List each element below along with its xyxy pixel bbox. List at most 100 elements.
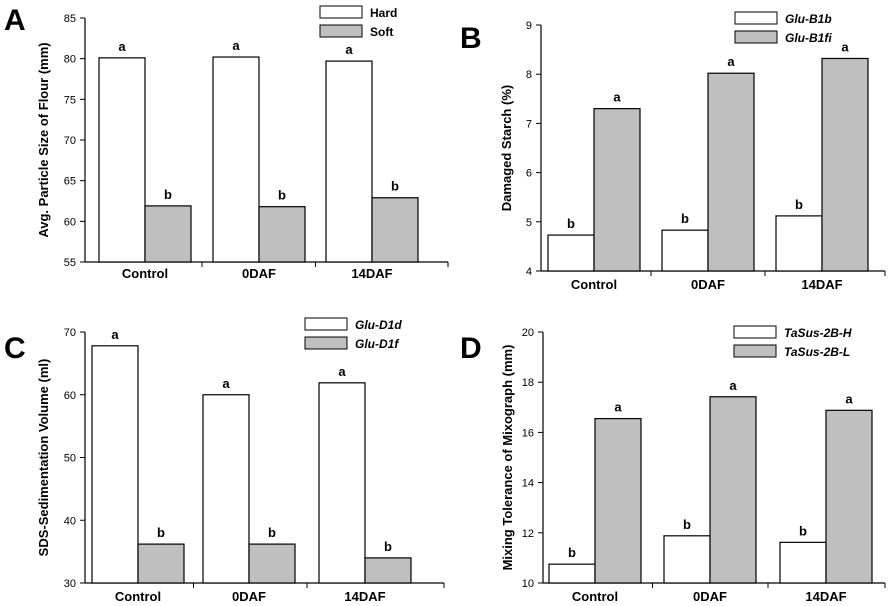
significance-letter: b <box>391 179 399 194</box>
significance-letter: a <box>614 400 622 415</box>
significance-letter: b <box>683 517 691 532</box>
legend-swatch <box>734 11 778 25</box>
legend-swatch <box>304 317 348 331</box>
legend-label: Glu-D1f <box>355 337 399 351</box>
legend-label: TaSus-2B-H <box>784 326 852 340</box>
bar-0daf-series1 <box>202 394 250 584</box>
y-tick-label: 75 <box>64 94 76 106</box>
y-tick-label: 60 <box>64 216 76 228</box>
legend-swatch <box>733 344 777 358</box>
legend-swatch <box>304 336 348 350</box>
significance-letter: a <box>338 364 346 379</box>
panel-letter: A <box>4 4 26 37</box>
y-tick-label: 65 <box>64 176 76 188</box>
bar-control-series2 <box>593 108 641 272</box>
significance-letter: b <box>164 187 172 202</box>
x-tick-label: Control <box>115 589 161 604</box>
y-tick-label: 16 <box>522 427 534 439</box>
y-tick-label: 55 <box>64 257 76 269</box>
significance-letter: a <box>841 39 849 54</box>
x-tick-label: Control <box>572 589 618 604</box>
x-tick-label: 0DAF <box>693 589 727 604</box>
y-tick-label: 8 <box>526 69 532 81</box>
x-tick-label: 14DAF <box>344 589 385 604</box>
y-tick-label: 9 <box>526 20 532 32</box>
y-axis-label: Mixing Tolerance of Mixograph (mm) <box>500 345 515 571</box>
y-tick-label: 85 <box>64 13 76 25</box>
legend-label: Soft <box>370 25 393 39</box>
chart-panel-c: C 30 40 50 60 70 SDS-Sedimentation Volume (ml)… <box>4 317 445 604</box>
y-tick-label: 40 <box>64 515 76 527</box>
significance-letter: a <box>845 391 853 406</box>
bar-control-series1 <box>547 234 595 272</box>
bar-0daf-series1 <box>663 535 711 584</box>
x-tick-label: Control <box>571 277 617 292</box>
significance-letter: b <box>278 188 286 203</box>
legend-swatch <box>319 24 363 38</box>
bar-control-series2 <box>594 417 642 584</box>
y-tick-label: 7 <box>526 118 532 130</box>
bar-14daf-series2 <box>821 57 869 272</box>
bar-14daf-series2 <box>364 557 412 584</box>
chart-panel-d: D 10 12 14 16 18 20 Mixing Tolerance of Mixogra… <box>460 325 886 604</box>
y-tick-label: 50 <box>64 453 76 465</box>
y-axis-label: Damaged Starch (%) <box>499 85 514 211</box>
significance-letter: a <box>222 376 230 391</box>
legend-label: Glu-D1d <box>355 318 402 332</box>
bar-control-series2 <box>144 205 192 263</box>
legend-swatch <box>733 325 777 339</box>
panel-letter: D <box>460 332 482 365</box>
chart-panel-a: A 55 60 65 70 75 80 85 Avg. Particle Size of Flo… <box>4 4 449 281</box>
x-tick-label: 0DAF <box>691 277 725 292</box>
y-tick-label: 6 <box>526 168 532 180</box>
bar-14daf-series2 <box>371 197 419 263</box>
significance-letter: a <box>727 54 735 69</box>
significance-letter: a <box>118 39 126 54</box>
bar-0daf-series1 <box>661 229 709 272</box>
bar-0daf-series2 <box>709 396 757 584</box>
significance-letter: b <box>799 523 807 538</box>
bar-control-series1 <box>548 563 596 584</box>
significance-letter: a <box>729 378 737 393</box>
bar-0daf-series2 <box>258 206 306 263</box>
bar-control-series2 <box>137 543 185 584</box>
bar-14daf-series2 <box>825 409 873 584</box>
bar-control-series1 <box>91 345 139 584</box>
significance-letter: a <box>232 38 240 53</box>
x-tick-label: 14DAF <box>351 266 392 281</box>
legend-swatch <box>734 30 778 44</box>
x-tick-label: 14DAF <box>801 277 842 292</box>
significance-letter: b <box>157 525 165 540</box>
bar-14daf-series1 <box>318 382 366 584</box>
y-tick-label: 5 <box>526 217 532 229</box>
chart-panel-b: B 4 5 6 7 8 9 Damaged Starch (%) b a Control b a 0DAF… <box>460 11 886 292</box>
y-axis-label: SDS-Sedimentation Volume (ml) <box>36 359 51 557</box>
x-tick-label: 0DAF <box>232 589 266 604</box>
x-tick-label: 14DAF <box>805 589 846 604</box>
y-tick-label: 70 <box>64 135 76 147</box>
bar-0daf-series1 <box>212 56 260 263</box>
y-tick-label: 30 <box>64 578 76 590</box>
y-tick-label: 80 <box>64 54 76 66</box>
legend-label: Hard <box>370 6 397 20</box>
y-tick-label: 4 <box>526 266 532 278</box>
legend-label: Glu-B1fi <box>785 31 832 45</box>
significance-letter: b <box>268 525 276 540</box>
y-tick-label: 18 <box>522 377 534 389</box>
y-tick-label: 12 <box>522 528 534 540</box>
y-tick-label: 10 <box>522 578 534 590</box>
y-tick-label: 60 <box>64 390 76 402</box>
bar-control-series1 <box>98 57 146 263</box>
x-tick-label: Control <box>122 266 168 281</box>
legend-label: Glu-B1b <box>785 12 832 26</box>
significance-letter: b <box>681 211 689 226</box>
bar-14daf-series1 <box>325 60 373 263</box>
legend-label: TaSus-2B-L <box>784 345 850 359</box>
y-tick-label: 70 <box>64 327 76 339</box>
panel-letter: C <box>4 332 26 365</box>
bar-14daf-series1 <box>775 215 823 272</box>
y-tick-label: 14 <box>522 478 534 490</box>
significance-letter: a <box>345 42 353 57</box>
significance-letter: b <box>795 197 803 212</box>
